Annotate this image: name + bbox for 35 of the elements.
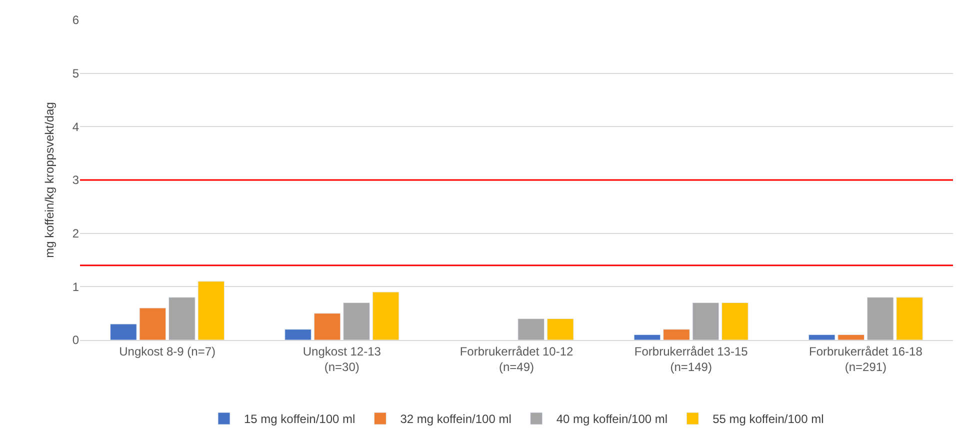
bar	[634, 334, 661, 340]
bar	[110, 324, 137, 340]
y-tick-label: 5	[72, 66, 80, 81]
bar	[808, 334, 836, 340]
y-tick-label: 1	[72, 280, 80, 294]
bar	[692, 302, 720, 340]
legend-label: 15 mg koffein/100 ml	[244, 412, 356, 426]
bar	[198, 281, 225, 340]
bar	[838, 334, 864, 340]
x-tick-label: Ungkost 12-13 (n=30)	[302, 344, 382, 374]
bar	[546, 318, 574, 340]
legend-label: 32 mg koffein/100 ml	[400, 412, 512, 426]
y-tick-label: 0	[72, 333, 80, 348]
y-tick-label: 6	[72, 13, 80, 28]
bar	[866, 297, 894, 340]
x-tick-label: Forbrukerrådet 13-15 (n=149)	[634, 344, 748, 374]
y-tick-label: 3	[72, 173, 80, 188]
x-tick-label: Forbrukerrådet 10-12 (n=49)	[460, 344, 574, 374]
y-axis-title: mg koffein/kg kroppsvekt/dag	[42, 102, 57, 258]
legend-label: 55 mg koffein/100 ml	[712, 412, 824, 426]
bar	[284, 329, 312, 340]
bar	[896, 297, 923, 340]
bar	[372, 292, 400, 340]
bar	[314, 313, 341, 340]
bar	[722, 302, 748, 340]
bar	[518, 318, 545, 340]
bar	[139, 308, 166, 340]
x-tick-label: Ungkost 8-9 (n=7)	[119, 344, 216, 358]
bar	[663, 329, 690, 340]
y-tick-label: 2	[72, 226, 80, 241]
x-tick-label: Forbrukerrådet 16-18 (n=291)	[809, 344, 923, 374]
bar	[343, 302, 370, 340]
bar	[168, 297, 196, 340]
legend-label: 40 mg koffein/100 ml	[556, 412, 668, 426]
y-tick-label: 4	[72, 120, 80, 134]
